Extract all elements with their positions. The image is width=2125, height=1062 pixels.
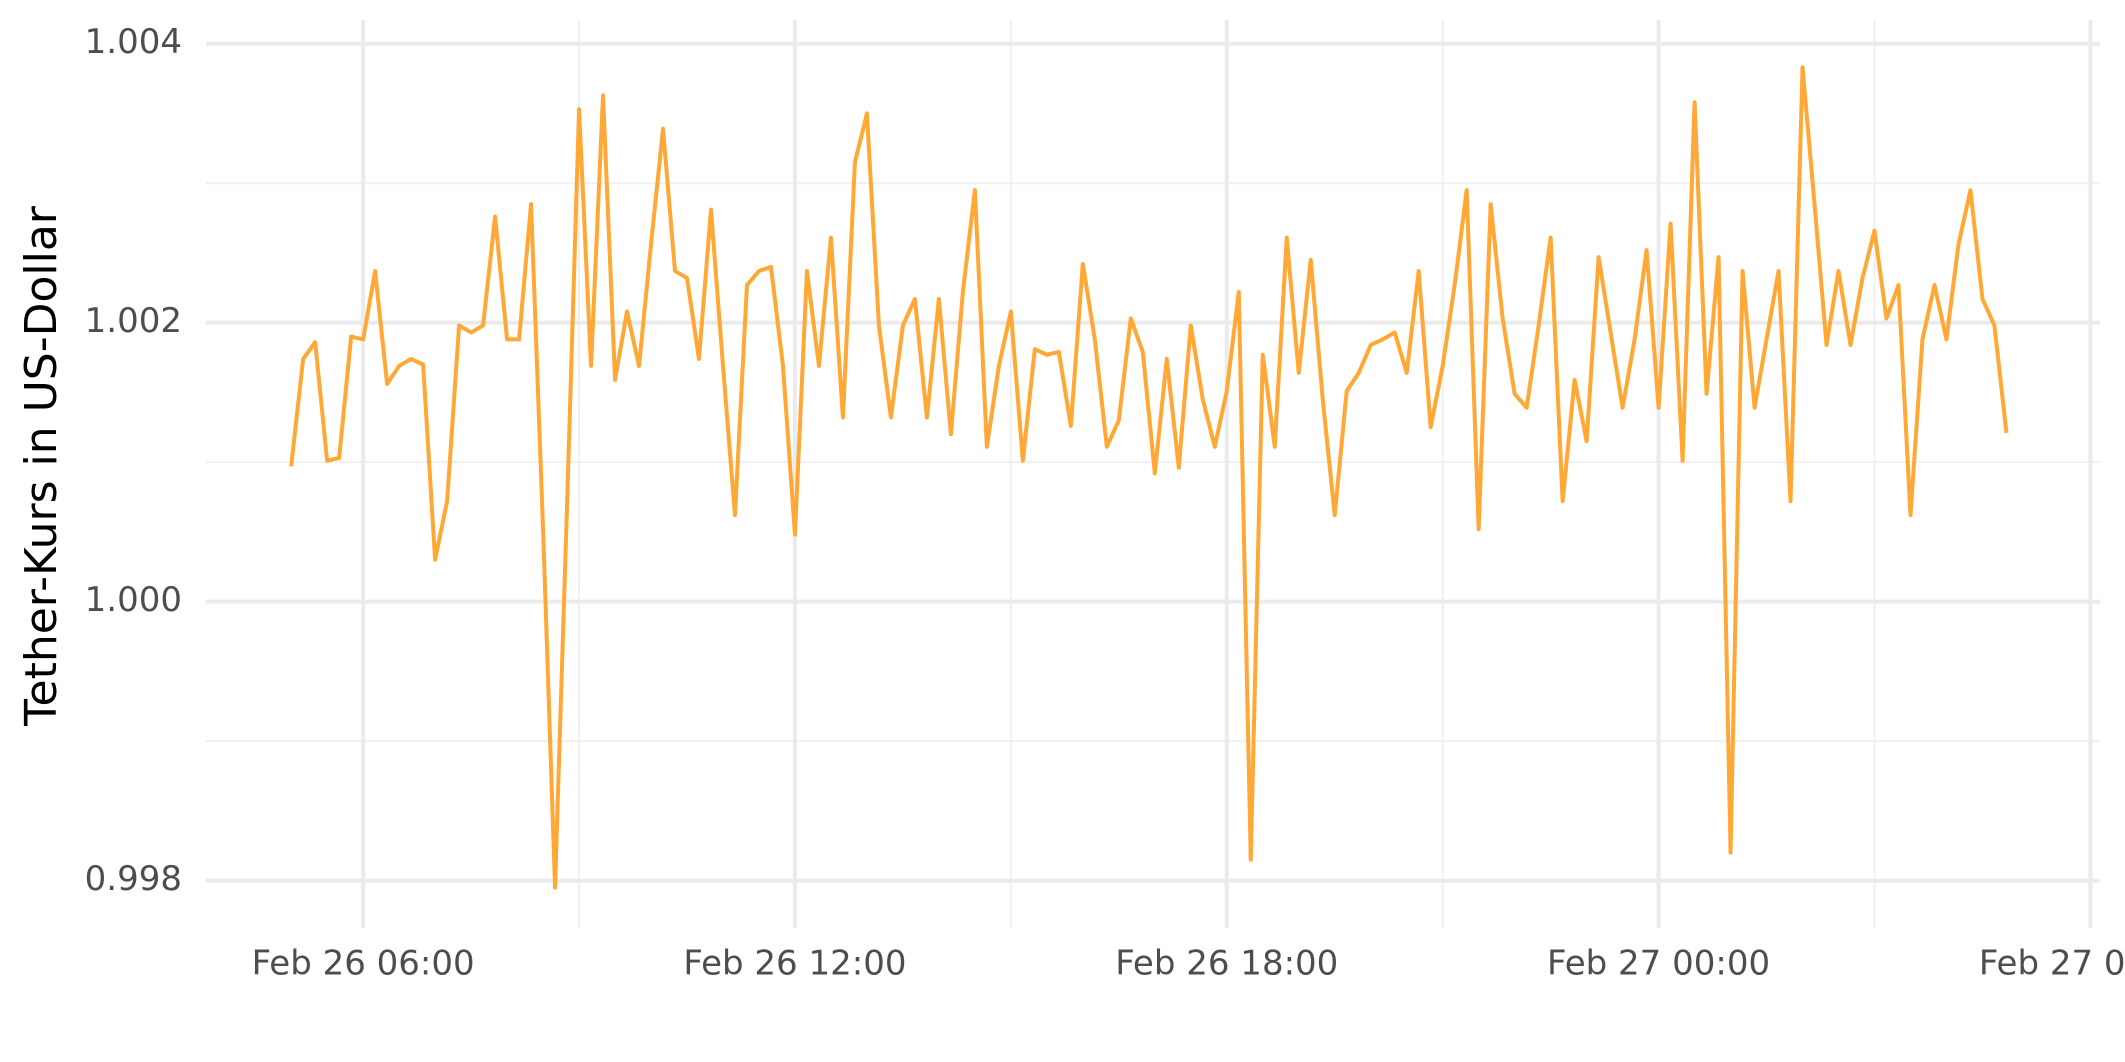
y-tick-label: 1.000 (85, 580, 182, 620)
y-tick-label: 1.004 (85, 22, 182, 62)
y-tick-label: 0.998 (85, 859, 182, 899)
grid (206, 20, 2100, 928)
x-tick-label: Feb 26 12:00 (683, 944, 906, 984)
x-tick-label: Feb 27 00:00 (1547, 944, 1770, 984)
x-tick-label: Feb 26 06:00 (252, 944, 475, 984)
x-tick-label: Feb 27 06:00 (1979, 944, 2125, 984)
y-axis-title: Tether-Kurs in US-Dollar (16, 205, 67, 727)
y-tick-label: 1.002 (85, 301, 182, 341)
x-tick-label: Feb 26 18:00 (1115, 944, 1338, 984)
price-line (289, 65, 2009, 890)
